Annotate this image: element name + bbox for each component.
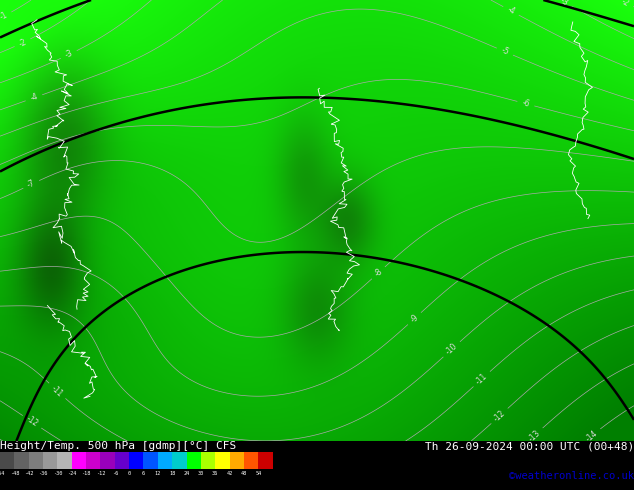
Bar [230, 452, 244, 469]
Text: -7: -7 [26, 179, 37, 190]
Text: -18: -18 [81, 471, 91, 476]
Text: -8: -8 [373, 267, 384, 279]
Bar [29, 452, 43, 469]
Text: 12: 12 [155, 471, 161, 476]
Bar [115, 452, 129, 469]
Text: -30: -30 [53, 471, 62, 476]
Bar [158, 452, 172, 469]
Text: 36: 36 [212, 471, 218, 476]
Bar [58, 452, 72, 469]
Text: -14: -14 [584, 429, 599, 443]
Text: -3: -3 [559, 0, 569, 7]
Text: -3: -3 [63, 49, 74, 60]
Bar [0, 452, 15, 469]
Text: -4: -4 [505, 5, 517, 17]
Text: -10: -10 [444, 342, 459, 357]
Bar [215, 452, 230, 469]
Text: Height/Temp. 500 hPa [gdmp][°C] CFS: Height/Temp. 500 hPa [gdmp][°C] CFS [0, 441, 236, 451]
Text: 24: 24 [183, 471, 190, 476]
Text: -2: -2 [620, 0, 631, 8]
Bar [143, 452, 158, 469]
Text: ©weatheronline.co.uk: ©weatheronline.co.uk [509, 471, 634, 481]
Bar [86, 452, 100, 469]
Text: -4: -4 [29, 92, 39, 103]
Text: 6: 6 [142, 471, 145, 476]
Text: -24: -24 [67, 471, 77, 476]
Text: -42: -42 [24, 471, 34, 476]
Bar [172, 452, 186, 469]
Text: -12: -12 [25, 415, 39, 429]
Text: Th 26-09-2024 00:00 UTC (00+48): Th 26-09-2024 00:00 UTC (00+48) [425, 441, 634, 451]
Text: -11: -11 [474, 371, 489, 387]
Bar [72, 452, 86, 469]
Bar [244, 452, 258, 469]
Text: -6: -6 [521, 98, 531, 109]
Text: -12: -12 [492, 409, 507, 423]
Text: -5: -5 [500, 46, 510, 57]
Text: 48: 48 [241, 471, 247, 476]
Text: -9: -9 [408, 313, 420, 324]
Text: -13: -13 [527, 428, 542, 443]
Bar [100, 452, 115, 469]
Text: -48: -48 [10, 471, 19, 476]
Text: 54: 54 [255, 471, 261, 476]
Text: 0: 0 [127, 471, 131, 476]
Text: -2: -2 [17, 37, 28, 49]
Text: 42: 42 [226, 471, 233, 476]
Bar [201, 452, 215, 469]
Bar [15, 452, 29, 469]
Text: -12: -12 [96, 471, 105, 476]
Bar [186, 452, 201, 469]
Bar [129, 452, 143, 469]
Bar [258, 452, 273, 469]
Text: -36: -36 [39, 471, 48, 476]
Text: -1: -1 [0, 10, 9, 22]
Text: 18: 18 [169, 471, 176, 476]
Text: 30: 30 [198, 471, 204, 476]
Text: -11: -11 [49, 383, 65, 398]
Bar [43, 452, 58, 469]
Text: -54: -54 [0, 471, 4, 476]
Text: -6: -6 [112, 471, 118, 476]
